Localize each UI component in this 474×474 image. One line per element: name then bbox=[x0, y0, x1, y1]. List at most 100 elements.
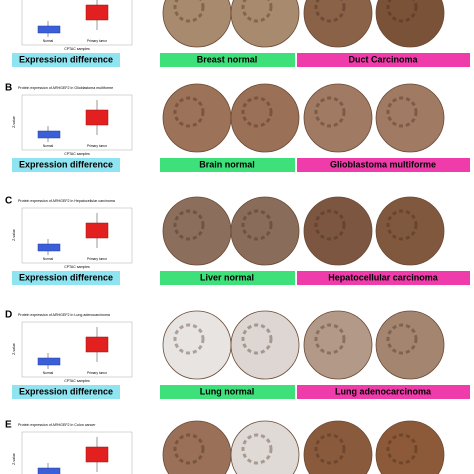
tissue-core bbox=[162, 196, 232, 266]
x-label: CPTAC samples bbox=[64, 379, 90, 383]
box-tumor bbox=[85, 336, 109, 353]
panel-letter: C bbox=[5, 196, 12, 207]
group-label: Primary tumor bbox=[87, 39, 108, 43]
box-normal bbox=[37, 25, 61, 34]
tissue-core bbox=[303, 83, 373, 153]
tissue-texture bbox=[386, 0, 418, 23]
difference-label: Expression difference bbox=[19, 386, 113, 396]
tissue-texture bbox=[241, 323, 273, 355]
group-label: Primary tumor bbox=[87, 144, 108, 148]
normal-bar bbox=[160, 53, 295, 67]
normal-label: Brain normal bbox=[199, 159, 255, 169]
plot-title: Protein expression of ARHGEF2 in Hepatoc… bbox=[18, 199, 115, 203]
tissue-core bbox=[230, 310, 300, 380]
plot-frame bbox=[21, 0, 133, 46]
box-tumor bbox=[85, 109, 109, 126]
plot-frame bbox=[21, 321, 133, 378]
y-label: Z-value bbox=[12, 229, 16, 241]
tissue-texture bbox=[173, 323, 205, 355]
tissue-texture bbox=[241, 0, 273, 23]
difference-box bbox=[12, 385, 120, 399]
tissue-texture bbox=[314, 0, 346, 23]
tissue-texture bbox=[314, 96, 346, 128]
tumor-bar bbox=[297, 158, 470, 172]
group-label: Normal bbox=[43, 39, 54, 43]
box-normal bbox=[37, 130, 61, 139]
normal-label: Lung normal bbox=[200, 386, 255, 396]
box-tumor bbox=[85, 446, 109, 463]
tissue-texture bbox=[173, 209, 205, 241]
panel-letter: E bbox=[5, 420, 12, 431]
tissue-texture bbox=[386, 433, 418, 465]
tumor-label: Lung adenocarcinoma bbox=[335, 386, 432, 396]
tissue-core bbox=[375, 196, 445, 266]
box-normal bbox=[37, 357, 61, 366]
tissue-core bbox=[230, 420, 300, 474]
difference-label: Expression difference bbox=[19, 159, 113, 169]
box-normal bbox=[37, 467, 61, 474]
difference-box bbox=[12, 271, 120, 285]
y-label: Z-value bbox=[12, 343, 16, 355]
box-normal bbox=[37, 243, 61, 252]
difference-box bbox=[12, 53, 120, 67]
x-label: CPTAC samples bbox=[64, 47, 90, 51]
normal-label: Liver normal bbox=[200, 272, 254, 282]
group-label: Primary tumor bbox=[87, 257, 108, 261]
tissue-texture bbox=[241, 209, 273, 241]
box-tumor bbox=[85, 4, 109, 21]
tissue-core bbox=[375, 420, 445, 474]
group-label: Normal bbox=[43, 371, 54, 375]
tumor-label: Hepatocellular carcinoma bbox=[328, 272, 439, 282]
plot-title: Protein expression of ARHGEF2 in Gliobla… bbox=[18, 86, 113, 90]
tissue-core bbox=[375, 0, 445, 48]
plot-frame bbox=[21, 207, 133, 264]
tissue-core bbox=[162, 310, 232, 380]
tissue-core bbox=[230, 83, 300, 153]
tumor-label: Glioblastoma multiforme bbox=[330, 159, 436, 169]
plot-frame bbox=[21, 94, 133, 151]
tumor-label: Duct Carcinoma bbox=[348, 54, 418, 64]
tissue-core bbox=[303, 0, 373, 48]
difference-label: Expression difference bbox=[19, 54, 113, 64]
tissue-core bbox=[375, 310, 445, 380]
tumor-bar bbox=[297, 385, 470, 399]
group-label: Normal bbox=[43, 257, 54, 261]
tissue-texture bbox=[386, 209, 418, 241]
tissue-texture bbox=[173, 96, 205, 128]
tissue-core bbox=[375, 83, 445, 153]
tissue-texture bbox=[314, 433, 346, 465]
tissue-core bbox=[162, 420, 232, 474]
tumor-bar bbox=[297, 53, 470, 67]
box-tumor bbox=[85, 222, 109, 239]
normal-bar bbox=[160, 158, 295, 172]
tissue-texture bbox=[241, 96, 273, 128]
x-label: CPTAC samples bbox=[64, 152, 90, 156]
tissue-core bbox=[230, 0, 300, 48]
plot-frame bbox=[21, 431, 133, 474]
tissue-texture bbox=[314, 209, 346, 241]
normal-label: Breast normal bbox=[197, 54, 258, 64]
plot-title: Protein expression of ARHGEF2 in Lung ad… bbox=[18, 313, 110, 317]
y-label: Z-value bbox=[12, 116, 16, 128]
tissue-core bbox=[162, 83, 232, 153]
y-label: Z-value bbox=[12, 453, 16, 465]
difference-label: Expression difference bbox=[19, 272, 113, 282]
normal-bar bbox=[160, 385, 295, 399]
tissue-texture bbox=[386, 96, 418, 128]
group-label: Normal bbox=[43, 144, 54, 148]
panel-letter: D bbox=[5, 310, 12, 321]
tissue-texture bbox=[241, 433, 273, 465]
tissue-core bbox=[230, 196, 300, 266]
tissue-core bbox=[303, 196, 373, 266]
difference-box bbox=[12, 158, 120, 172]
tumor-bar bbox=[297, 271, 470, 285]
tissue-core bbox=[303, 310, 373, 380]
tissue-texture bbox=[173, 433, 205, 465]
tissue-core bbox=[162, 0, 232, 48]
tissue-texture bbox=[386, 323, 418, 355]
normal-bar bbox=[160, 271, 295, 285]
tissue-texture bbox=[173, 0, 205, 23]
plot-title: Protein expression of ARHGEF2 in Colon c… bbox=[18, 423, 96, 427]
x-label: CPTAC samples bbox=[64, 265, 90, 269]
